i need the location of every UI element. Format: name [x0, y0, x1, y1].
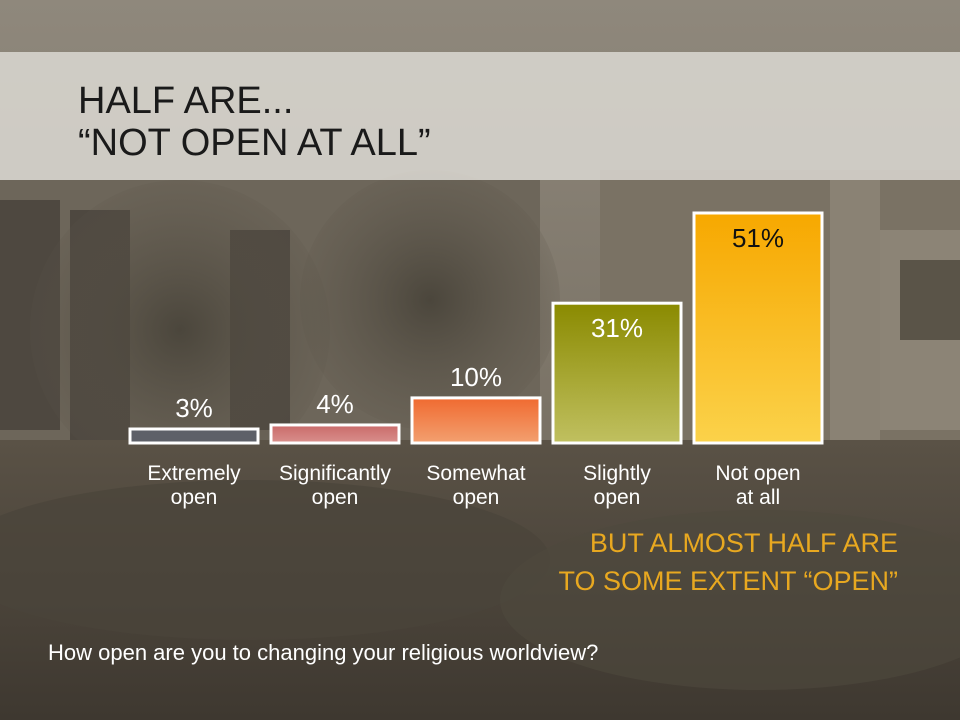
bar-value-label-extremely: 3% [175, 393, 213, 423]
callout-line-2: TO SOME EXTENT “OPEN” [558, 566, 898, 596]
category-label-not-open-line-1: Not open [715, 462, 800, 485]
slide-title-line-2: “NOT OPEN AT ALL” [78, 122, 431, 164]
category-label-slightly-line-2: open [594, 486, 641, 509]
callout-line-1: BUT ALMOST HALF ARE [589, 528, 898, 558]
category-label-slightly-line-1: Slightly [583, 462, 651, 485]
bar-significantly [269, 423, 401, 445]
category-label-not-open-line-2: at all [736, 486, 780, 509]
bar-not-open [692, 211, 824, 445]
category-label-significantly-line-2: open [312, 486, 359, 509]
category-label-somewhat-line-1: Somewhat [426, 462, 525, 485]
category-label-extremely-line-2: open [171, 486, 218, 509]
bar-value-label-significantly: 4% [316, 389, 354, 419]
category-label-extremely-line-1: Extremely [147, 462, 241, 485]
slide-title-line-1: HALF ARE... [78, 80, 294, 122]
bar-value-label-slightly: 31% [591, 313, 643, 343]
category-label-significantly-line-1: Significantly [279, 462, 392, 485]
bar-somewhat [410, 396, 542, 445]
bar-extremely [128, 427, 260, 445]
bar-value-label-not-open: 51% [732, 223, 784, 253]
category-label-somewhat-line-2: open [453, 486, 500, 509]
bar-value-label-somewhat: 10% [450, 362, 502, 392]
survey-question: How open are you to changing your religi… [48, 640, 599, 665]
title-band [0, 52, 960, 180]
bar-slightly [551, 301, 683, 445]
